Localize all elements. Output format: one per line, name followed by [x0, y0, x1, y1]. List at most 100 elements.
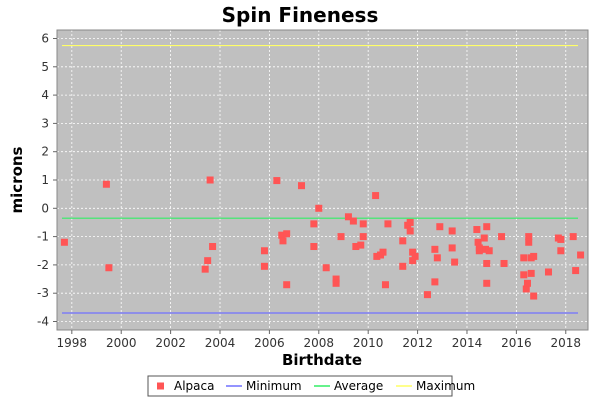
alpaca-point — [485, 247, 493, 255]
alpaca-point — [315, 204, 323, 212]
x-tick-label: 2008 — [304, 336, 335, 350]
alpaca-point — [357, 241, 365, 249]
legend-label-maximum: Maximum — [416, 379, 475, 393]
x-tick-label: 2002 — [155, 336, 186, 350]
y-tick-label: 4 — [41, 88, 49, 102]
alpaca-point — [298, 182, 306, 190]
alpaca-point — [209, 243, 217, 251]
alpaca-point — [530, 292, 538, 300]
alpaca-point — [411, 252, 419, 260]
alpaca-point — [273, 177, 281, 185]
x-tick-label: 2014 — [452, 336, 483, 350]
y-tick-label: -3 — [37, 286, 49, 300]
alpaca-point — [352, 243, 360, 251]
legend-label-minimum: Minimum — [246, 379, 302, 393]
alpaca-point — [522, 285, 530, 293]
alpaca-point — [409, 257, 417, 265]
x-tick-label: 2016 — [501, 336, 532, 350]
reference-lines — [62, 44, 578, 314]
y-tick-label: 2 — [41, 145, 49, 159]
alpaca-point — [473, 226, 481, 234]
x-tick-label: 2006 — [254, 336, 285, 350]
alpaca-point — [359, 233, 367, 241]
legend-label-average: Average — [334, 379, 383, 393]
alpaca-point — [544, 268, 552, 276]
alpaca-point — [525, 238, 533, 246]
alpaca-point — [406, 218, 414, 226]
alpaca-point — [523, 279, 531, 287]
alpaca-point — [201, 265, 209, 273]
alpaca-point — [105, 264, 113, 272]
alpaca-point — [406, 227, 414, 235]
alpaca-point — [483, 279, 491, 287]
alpaca-point — [433, 254, 441, 262]
legend: Alpaca Minimum Average Maximum — [147, 375, 475, 397]
alpaca-point — [278, 231, 286, 239]
legend-box — [147, 375, 453, 397]
alpaca-point — [283, 230, 291, 238]
y-tick-label: 1 — [41, 173, 49, 187]
alpaca-point — [359, 220, 367, 228]
alpaca-point — [102, 180, 110, 188]
alpaca-point — [279, 237, 287, 245]
alpaca-point — [483, 223, 491, 231]
alpaca-point — [283, 281, 291, 289]
alpaca-point — [206, 176, 214, 184]
y-tick-label: -1 — [37, 230, 49, 244]
alpaca-point — [409, 248, 417, 256]
alpaca-point — [349, 217, 357, 225]
y-tick-label: 3 — [41, 116, 49, 130]
alpaca-point — [474, 238, 482, 246]
y-tick-label: 5 — [41, 60, 49, 74]
alpaca-points — [60, 176, 585, 300]
alpaca-point — [436, 223, 444, 231]
y-tick-label: 6 — [41, 31, 49, 45]
y-axis-label: microns — [8, 146, 26, 213]
alpaca-point — [332, 279, 340, 287]
alpaca-point — [372, 192, 380, 200]
x-tick-label: 2018 — [550, 336, 581, 350]
alpaca-point — [448, 227, 456, 235]
x-tick-label: 2012 — [402, 336, 433, 350]
alpaca-point — [557, 235, 565, 243]
alpaca-point — [204, 257, 212, 265]
alpaca-point — [572, 267, 580, 275]
alpaca-point — [569, 233, 577, 241]
alpaca-point — [557, 247, 565, 255]
legend-label-alpaca: Alpaca — [174, 379, 214, 393]
x-axis-ticks: 1998 2000 2002 2004 2006 2008 2010 2012 2014 2016… — [57, 330, 581, 350]
alpaca-point — [480, 234, 488, 242]
alpaca-point — [520, 254, 528, 262]
alpaca-point — [310, 220, 318, 228]
alpaca-point — [448, 244, 456, 252]
alpaca-point — [384, 220, 392, 228]
alpaca-point — [500, 259, 508, 267]
alpaca-point — [399, 237, 407, 245]
alpaca-point — [498, 233, 506, 241]
alpaca-point — [260, 247, 268, 255]
alpaca-point — [381, 281, 389, 289]
alpaca-point — [379, 248, 387, 256]
alpaca-point — [431, 278, 439, 286]
alpaca-point — [260, 262, 268, 270]
alpaca-point — [530, 252, 538, 260]
alpaca-point — [373, 252, 381, 260]
x-tick-label: 1998 — [57, 336, 88, 350]
alpaca-point — [322, 264, 330, 272]
legend-marker-alpaca — [157, 382, 164, 390]
alpaca-point — [483, 259, 491, 267]
y-axis-ticks: -4 -3 -2 -1 0 1 2 3 4 5 6 — [37, 31, 57, 329]
x-tick-label: 2004 — [205, 336, 236, 350]
x-tick-label: 2000 — [106, 336, 137, 350]
alpaca-point — [431, 245, 439, 253]
alpaca-point — [520, 271, 528, 279]
alpaca-point — [525, 233, 533, 241]
alpaca-point — [344, 213, 352, 221]
alpaca-point — [451, 258, 459, 266]
alpaca-point — [337, 233, 345, 241]
alpaca-point — [475, 247, 483, 255]
y-tick-label: -4 — [37, 315, 49, 329]
chart-title: Spin Fineness — [222, 3, 379, 27]
